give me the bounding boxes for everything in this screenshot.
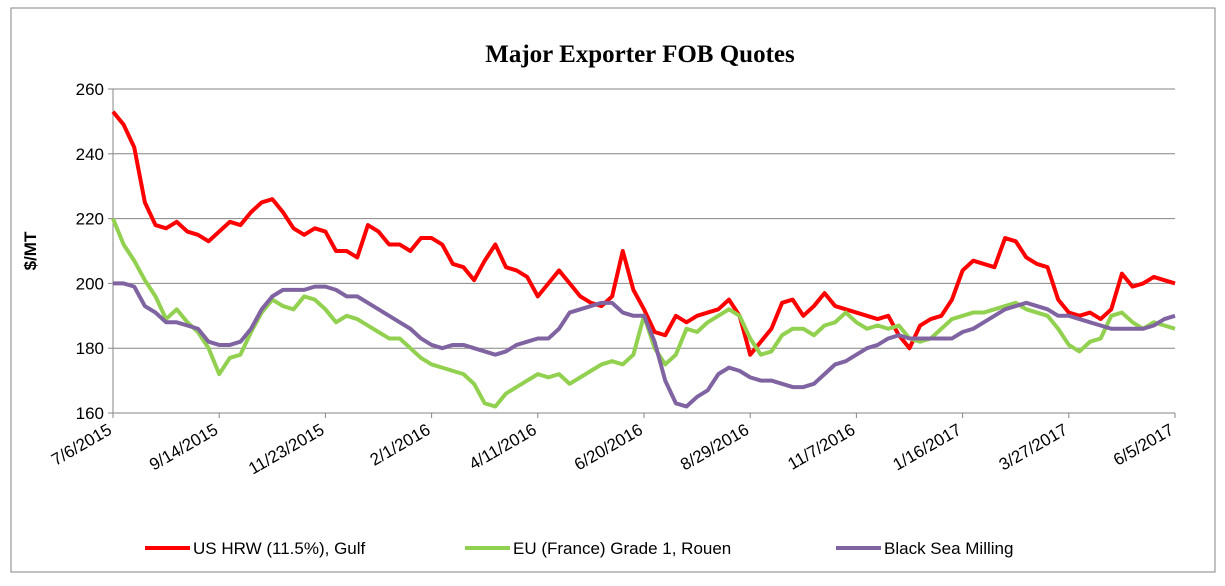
y-tick-label: 240	[76, 145, 104, 164]
chart-title: Major Exporter FOB Quotes	[485, 41, 795, 68]
series-line	[113, 281, 1176, 409]
y-tick-label: 260	[76, 80, 104, 99]
y-tick-label: 220	[76, 210, 104, 229]
y-tick-label: 200	[76, 274, 104, 293]
y-axis-label: $/MT	[21, 231, 40, 270]
legend-label: US HRW (11.5%), Gulf	[193, 539, 366, 558]
legend-label: EU (France) Grade 1, Rouen	[513, 539, 731, 558]
legend-label: Black Sea Milling	[884, 539, 1013, 558]
series-line	[111, 110, 1176, 357]
y-tick-label: 180	[76, 339, 104, 358]
y-tick-label: 160	[76, 404, 104, 423]
